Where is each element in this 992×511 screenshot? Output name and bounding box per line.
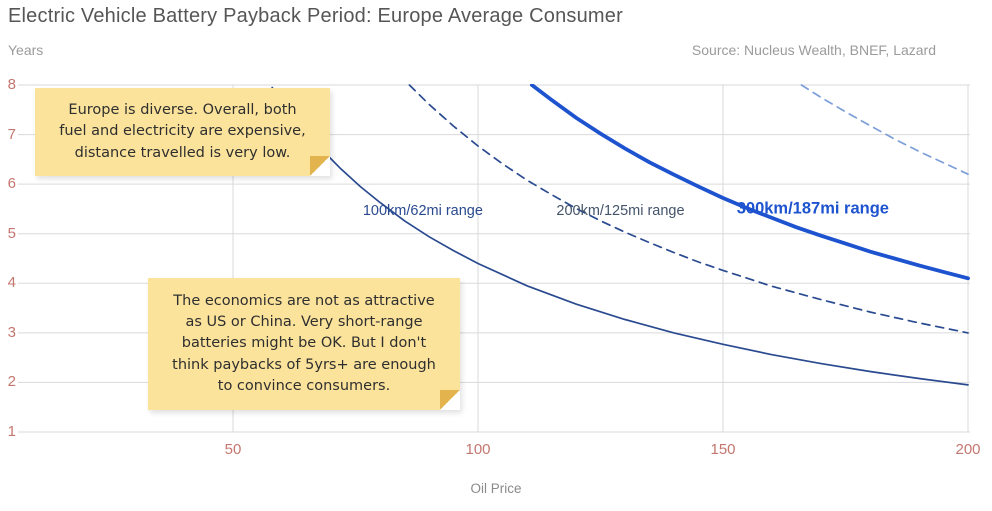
y-tick-label: 2 — [7, 373, 16, 391]
x-tick-label: 150 — [710, 441, 736, 458]
annotation-text: The economics are not as attractive as U… — [172, 293, 436, 394]
series-curve-unlabeled — [800, 84, 969, 176]
annotation-text: Europe is diverse. Overall, both fuel an… — [59, 102, 306, 161]
series-label-100km-62mi-range: 100km/62mi range — [362, 202, 483, 219]
y-tick-label: 1 — [7, 423, 16, 440]
series-label-300km-187mi-range: 300km/187mi range — [736, 199, 889, 218]
x-tick-label: 100 — [465, 441, 491, 458]
folded-corner-icon — [440, 390, 460, 410]
annotation-note-economics: The economics are not as attractive as U… — [148, 278, 460, 410]
y-tick-label: 5 — [7, 224, 16, 242]
y-tick-label: 7 — [7, 125, 16, 143]
y-tick-label: 3 — [7, 323, 16, 341]
folded-corner-icon — [310, 156, 330, 176]
series-label-200km-125mi-range: 200km/125mi range — [556, 202, 685, 219]
x-axis-title: Oil Price — [470, 481, 522, 496]
series-curve-200km-125mi-range — [408, 84, 969, 334]
y-tick-label: 6 — [7, 175, 16, 193]
page-title: Electric Vehicle Battery Payback Period:… — [8, 5, 623, 27]
source-attribution: Source: Nucleus Wealth, BNEF, Lazard — [691, 42, 936, 58]
x-tick-label: 50 — [224, 441, 242, 458]
series-curve-300km-187mi-range — [530, 84, 970, 281]
annotation-note-europe-diverse: Europe is diverse. Overall, both fuel an… — [35, 88, 330, 176]
x-tick-label: 200 — [955, 441, 981, 458]
y-tick-label: 4 — [7, 274, 16, 292]
y-axis-title: Years — [8, 42, 44, 58]
y-tick-label: 8 — [7, 76, 16, 93]
